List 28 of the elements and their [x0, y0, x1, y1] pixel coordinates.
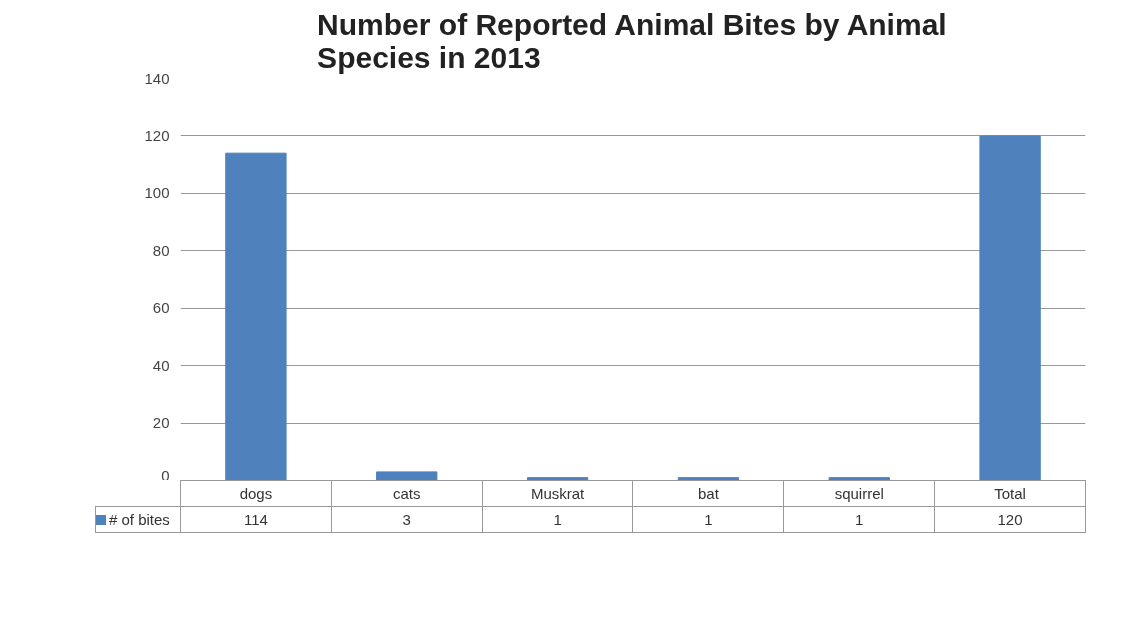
y-tick-label: 80: [152, 241, 170, 259]
x-tick-label: squirrel: [783, 480, 935, 507]
data-label: 114: [180, 506, 332, 533]
bar: [376, 471, 438, 480]
y-tick-label: 20: [152, 414, 170, 432]
data-label: 1: [632, 506, 784, 533]
legend-label: # of bites: [95, 506, 181, 533]
bar: [979, 135, 1041, 480]
x-tick-label: dogs: [180, 480, 332, 507]
bar: [526, 477, 589, 480]
bar: [677, 477, 740, 480]
y-tick-label: 60: [152, 299, 170, 317]
data-label: 3: [331, 506, 483, 533]
x-tick-label: Muskrat: [482, 480, 633, 507]
x-tick-label: cats: [331, 480, 483, 507]
y-tick-label: 40: [152, 356, 170, 374]
y-tick-label: 0: [161, 466, 170, 484]
bar: [225, 152, 287, 480]
x-tick-label: Total: [934, 480, 1086, 507]
bar: [828, 477, 890, 480]
y-tick-label: 120: [144, 126, 170, 144]
data-label: 1: [482, 506, 633, 533]
y-tick-label: 140: [144, 69, 170, 87]
chart-title: Number of Reported Animal Bites by Animal Species in 2013: [317, 7, 947, 74]
data-label: 120: [934, 506, 1086, 533]
data-label: 1: [783, 506, 935, 533]
y-tick-label: 100: [144, 184, 170, 202]
x-tick-label: bat: [632, 480, 784, 507]
